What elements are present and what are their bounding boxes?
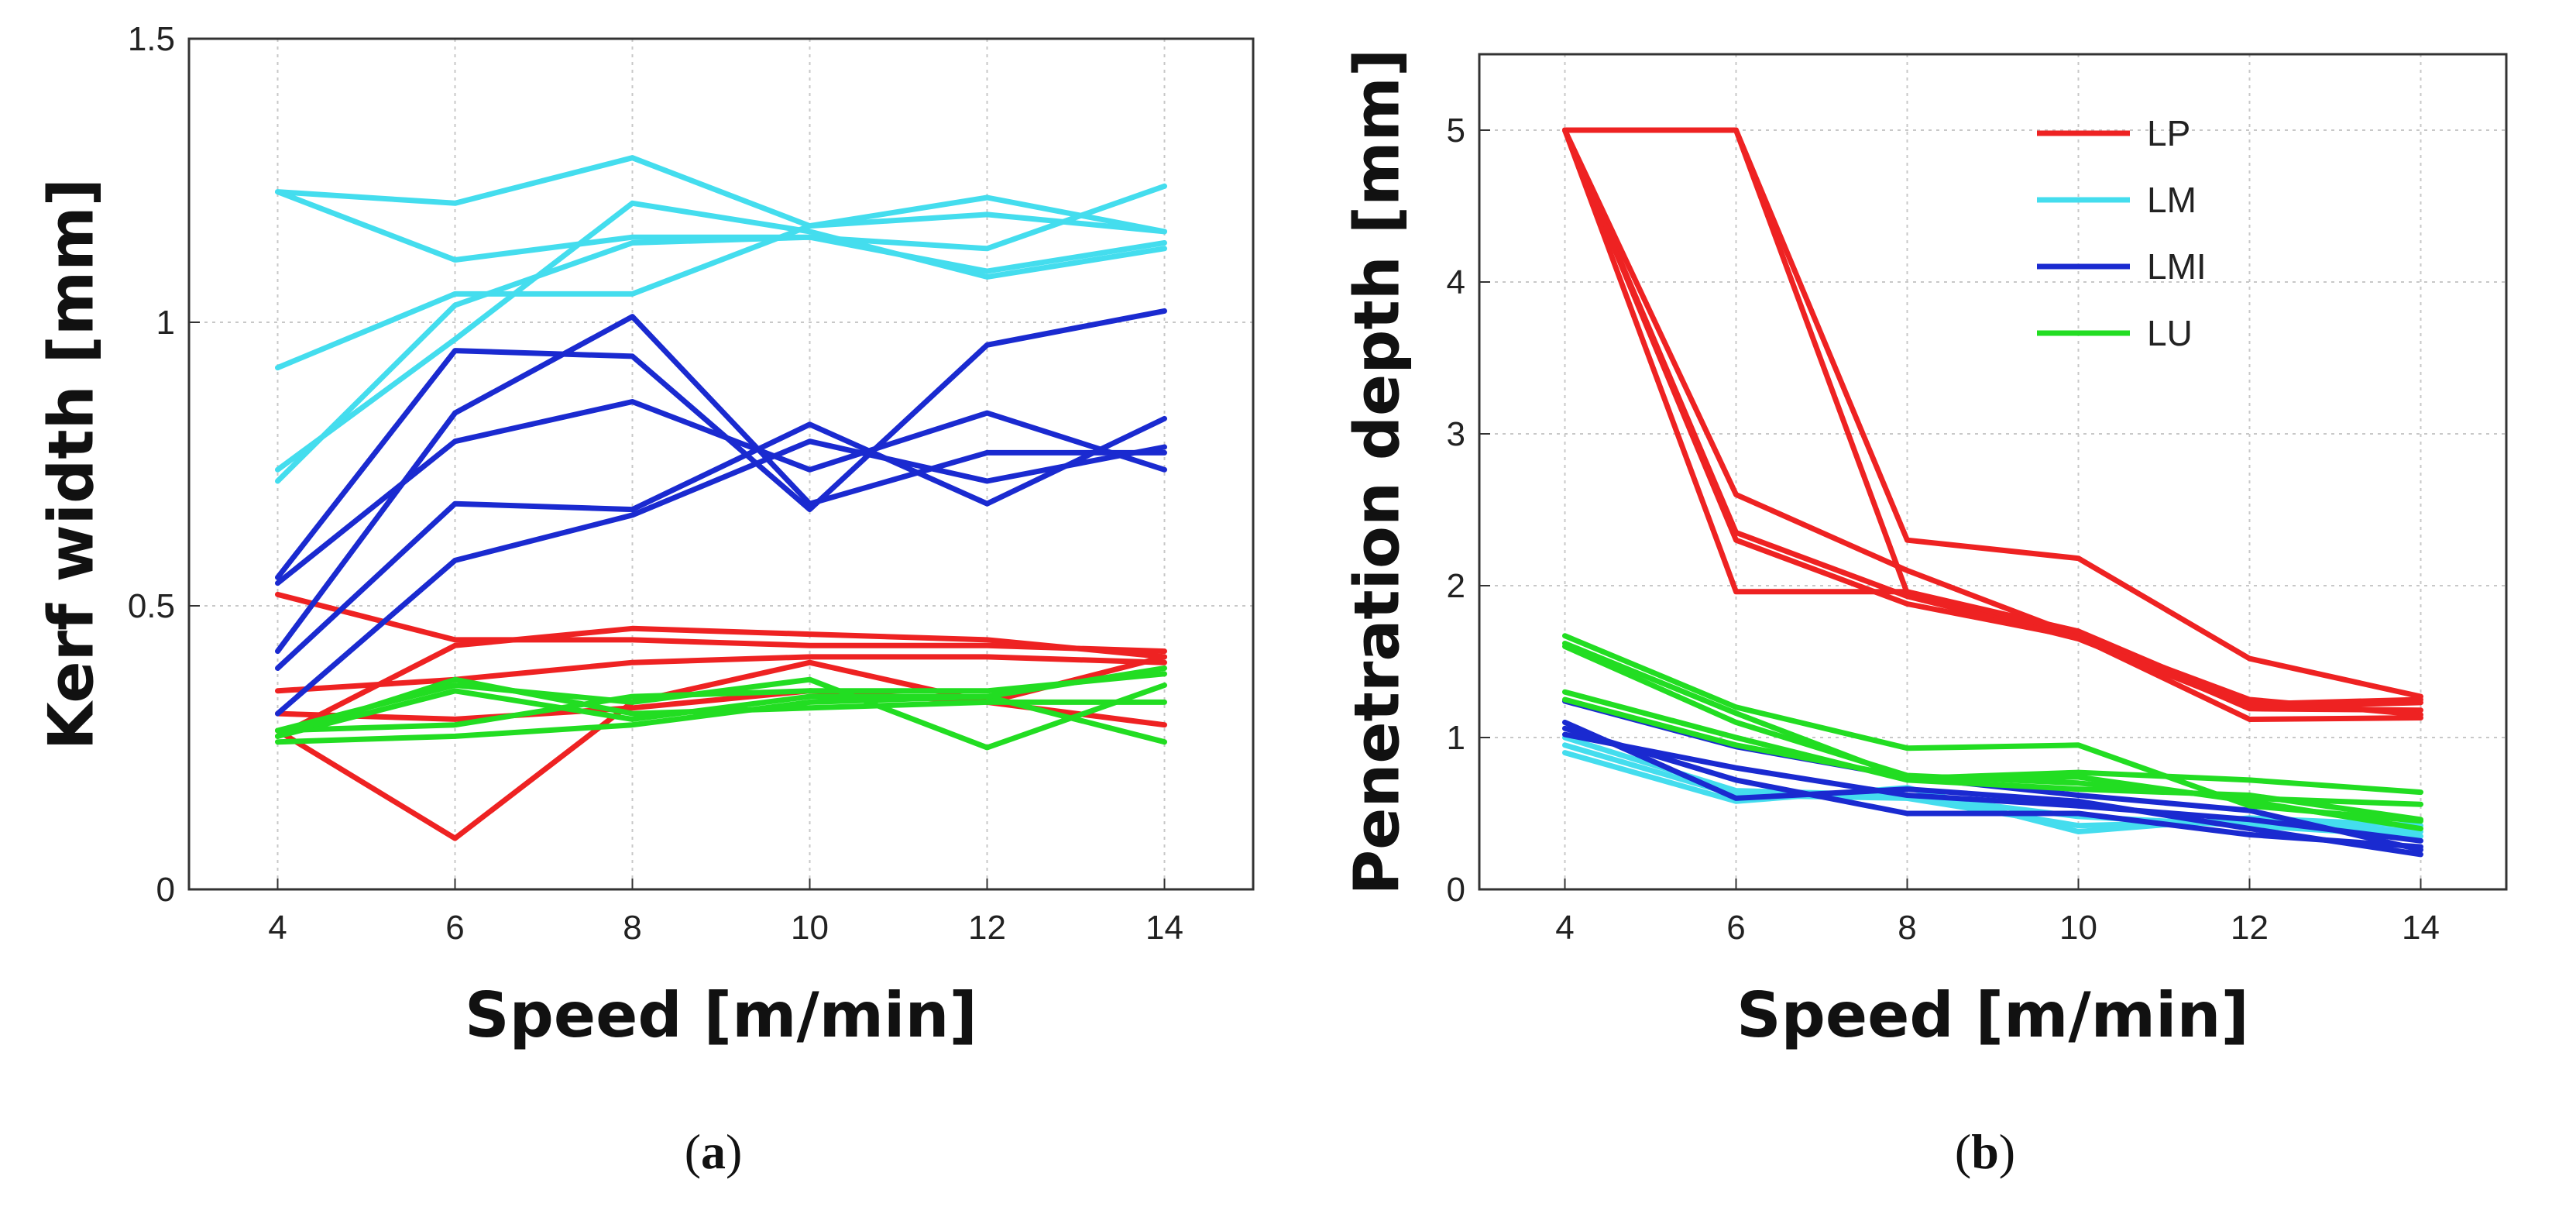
series-line-lm-3 <box>275 211 1167 371</box>
series-line-lu-5 <box>1562 696 2423 832</box>
series-line-lm-1 <box>275 155 1167 235</box>
x-tick-label: 14 <box>1145 909 1183 947</box>
x-tick-label: 12 <box>2231 909 2269 947</box>
x-tick-labels-b: 4 6 8 10 12 14 <box>1555 909 2440 947</box>
legend-label-lu: LU <box>2147 313 2193 353</box>
y-tick-label: 5 <box>1447 112 1465 150</box>
y-tick-label: 4 <box>1447 263 1465 301</box>
x-tick-label: 4 <box>268 909 287 947</box>
series-line-lu-5 <box>275 676 1167 739</box>
y-tick-label: 0.5 <box>128 587 175 625</box>
series-line-lp-5 <box>1562 127 2423 722</box>
legend-label-lm: LM <box>2147 180 2196 220</box>
series-lines-b <box>1562 127 2423 858</box>
legend-label-lp: LP <box>2147 113 2190 153</box>
series-line-lu-4 <box>1562 689 2423 823</box>
y-tick-label: 2 <box>1447 567 1465 605</box>
series-line-lmi-3 <box>275 314 1167 655</box>
panel-letter-b: b <box>1971 1124 1999 1179</box>
series-line-lp-3 <box>1562 127 2423 718</box>
plot-frame-a <box>187 37 1255 891</box>
x-tick-label: 4 <box>1555 909 1574 947</box>
series-line-lp-4 <box>275 654 1167 841</box>
y-tick-label: 0 <box>156 871 175 909</box>
chart-panel-a: 4 6 8 10 12 14 0 0.5 1 1.5 Speed [m/min] Kerf wi… <box>36 20 1255 1179</box>
plot-frame-b <box>1478 53 2508 891</box>
series-line-lp-2 <box>275 654 1167 694</box>
y-axis-label-b: Penetration depth [mm] <box>1341 49 1413 896</box>
series-line-lmi-2 <box>1562 719 2423 858</box>
x-axis-label-b: Speed [m/min] <box>1736 979 2249 1051</box>
series-line-lu-3 <box>275 665 1167 745</box>
x-tick-label: 10 <box>2059 909 2097 947</box>
panel-letter-a: a <box>701 1124 726 1179</box>
y-tick-label: 1.5 <box>128 20 175 58</box>
series-lines-a <box>275 155 1167 841</box>
x-tick-label: 14 <box>2402 909 2440 947</box>
x-tick-label: 12 <box>968 909 1006 947</box>
series-line-lm-2 <box>275 183 1167 263</box>
x-tick-label: 6 <box>445 909 464 947</box>
legend: LP LM LMI LU <box>2037 113 2207 353</box>
y-axis-label-a: Kerf width [mm] <box>36 178 108 750</box>
legend-label-lmi: LMI <box>2147 246 2207 287</box>
y-tick-label: 0 <box>1447 871 1465 909</box>
panel-label-a: (a) <box>685 1124 743 1179</box>
series-line-lmi-4 <box>1562 731 2423 844</box>
series-line-lm-3 <box>1562 734 2423 839</box>
y-tick-labels-b: 0 1 2 3 4 5 <box>1447 112 1465 909</box>
series-line-lu-4 <box>275 671 1167 734</box>
series-line-lp-1 <box>275 591 1167 655</box>
series-line-lmi-5 <box>275 438 1167 717</box>
series-line-lm-4 <box>275 200 1167 473</box>
x-tick-label: 6 <box>1726 909 1745 947</box>
panel-label-b: (b) <box>1955 1124 2015 1179</box>
series-line-lu-1 <box>275 676 1167 751</box>
y-tick-label: 3 <box>1447 415 1465 453</box>
y-tick-label: 1 <box>1447 719 1465 757</box>
y-tick-label: 1 <box>156 304 175 342</box>
series-line-lmi-2 <box>275 399 1167 586</box>
x-axis-label-a: Speed [m/min] <box>465 979 977 1051</box>
series-line-lp-6 <box>1562 127 2423 707</box>
x-tick-label: 8 <box>623 909 641 947</box>
x-tick-label: 8 <box>1898 909 1916 947</box>
series-line-lmi-4 <box>275 415 1167 671</box>
x-tick-label: 10 <box>791 909 829 947</box>
series-line-lp-5 <box>275 625 1167 739</box>
series-line-lm-5 <box>275 234 1167 484</box>
series-line-lmi-3 <box>1562 725 2423 850</box>
x-tick-labels-a: 4 6 8 10 12 14 <box>268 909 1183 947</box>
y-tick-labels-a: 0 0.5 1 1.5 <box>128 20 175 909</box>
